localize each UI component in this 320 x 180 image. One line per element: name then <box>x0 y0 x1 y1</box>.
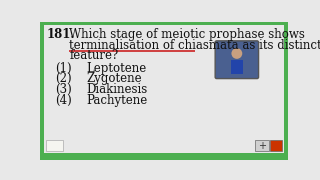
Bar <box>284 22 288 160</box>
Text: Pachytene: Pachytene <box>86 94 148 107</box>
Text: (1): (1) <box>55 62 72 75</box>
Bar <box>46 140 63 151</box>
Circle shape <box>231 48 242 59</box>
Text: Diakinesis: Diakinesis <box>86 83 148 96</box>
Text: 181.: 181. <box>46 28 75 41</box>
Text: Zygotene: Zygotene <box>86 72 142 85</box>
Text: Which stage of meiotic prophase shows: Which stage of meiotic prophase shows <box>69 28 305 41</box>
FancyBboxPatch shape <box>215 41 259 79</box>
Text: feature?: feature? <box>69 49 119 62</box>
Bar <box>255 140 268 151</box>
Bar <box>231 60 243 74</box>
Bar <box>40 152 288 160</box>
Text: (3): (3) <box>55 83 72 96</box>
Text: Leptotene: Leptotene <box>86 62 147 75</box>
Bar <box>270 140 282 151</box>
Text: +: + <box>258 141 266 150</box>
Bar <box>40 22 44 160</box>
Text: (2): (2) <box>55 72 72 85</box>
Text: (4): (4) <box>55 94 72 107</box>
Bar <box>40 22 288 25</box>
Text: terminalisation of chiasmata as its distinctive: terminalisation of chiasmata as its dist… <box>69 39 320 51</box>
